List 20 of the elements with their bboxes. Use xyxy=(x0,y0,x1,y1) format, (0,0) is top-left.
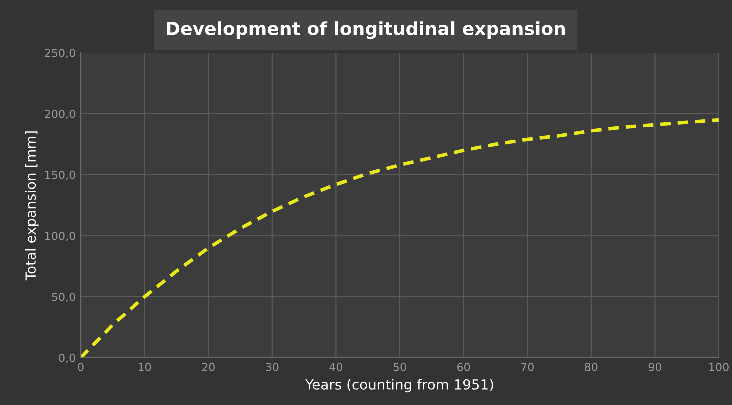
x-tick-label: 10 xyxy=(138,363,152,372)
y-tick-label: 0,0 xyxy=(59,354,76,364)
x-tick-label: 0 xyxy=(78,363,84,372)
y-tick-label: 150,0 xyxy=(46,170,76,181)
y-tick-label: 50,0 xyxy=(52,292,76,303)
y-tick-label: 200,0 xyxy=(45,110,76,120)
x-tick-label: 60 xyxy=(458,363,470,372)
x-axis-title: Years (counting from 1951) xyxy=(305,379,494,393)
x-tick-label: 30 xyxy=(266,363,279,372)
x-tick-label: 80 xyxy=(585,363,598,372)
x-tick-label: 50 xyxy=(394,363,406,372)
y-tick-label: 250,0 xyxy=(45,48,76,59)
x-tick-label: 20 xyxy=(202,363,215,372)
y-tick-label: 100,0 xyxy=(46,232,76,242)
x-tick-label: 70 xyxy=(521,363,534,372)
x-tick-label: 100 xyxy=(710,363,729,372)
x-tick-label: 90 xyxy=(648,363,662,372)
chart-title: Development of longitudinal expansion xyxy=(167,22,566,40)
y-axis-title: Total expansion [mm] xyxy=(25,132,39,281)
x-tick-label: 40 xyxy=(330,363,343,372)
